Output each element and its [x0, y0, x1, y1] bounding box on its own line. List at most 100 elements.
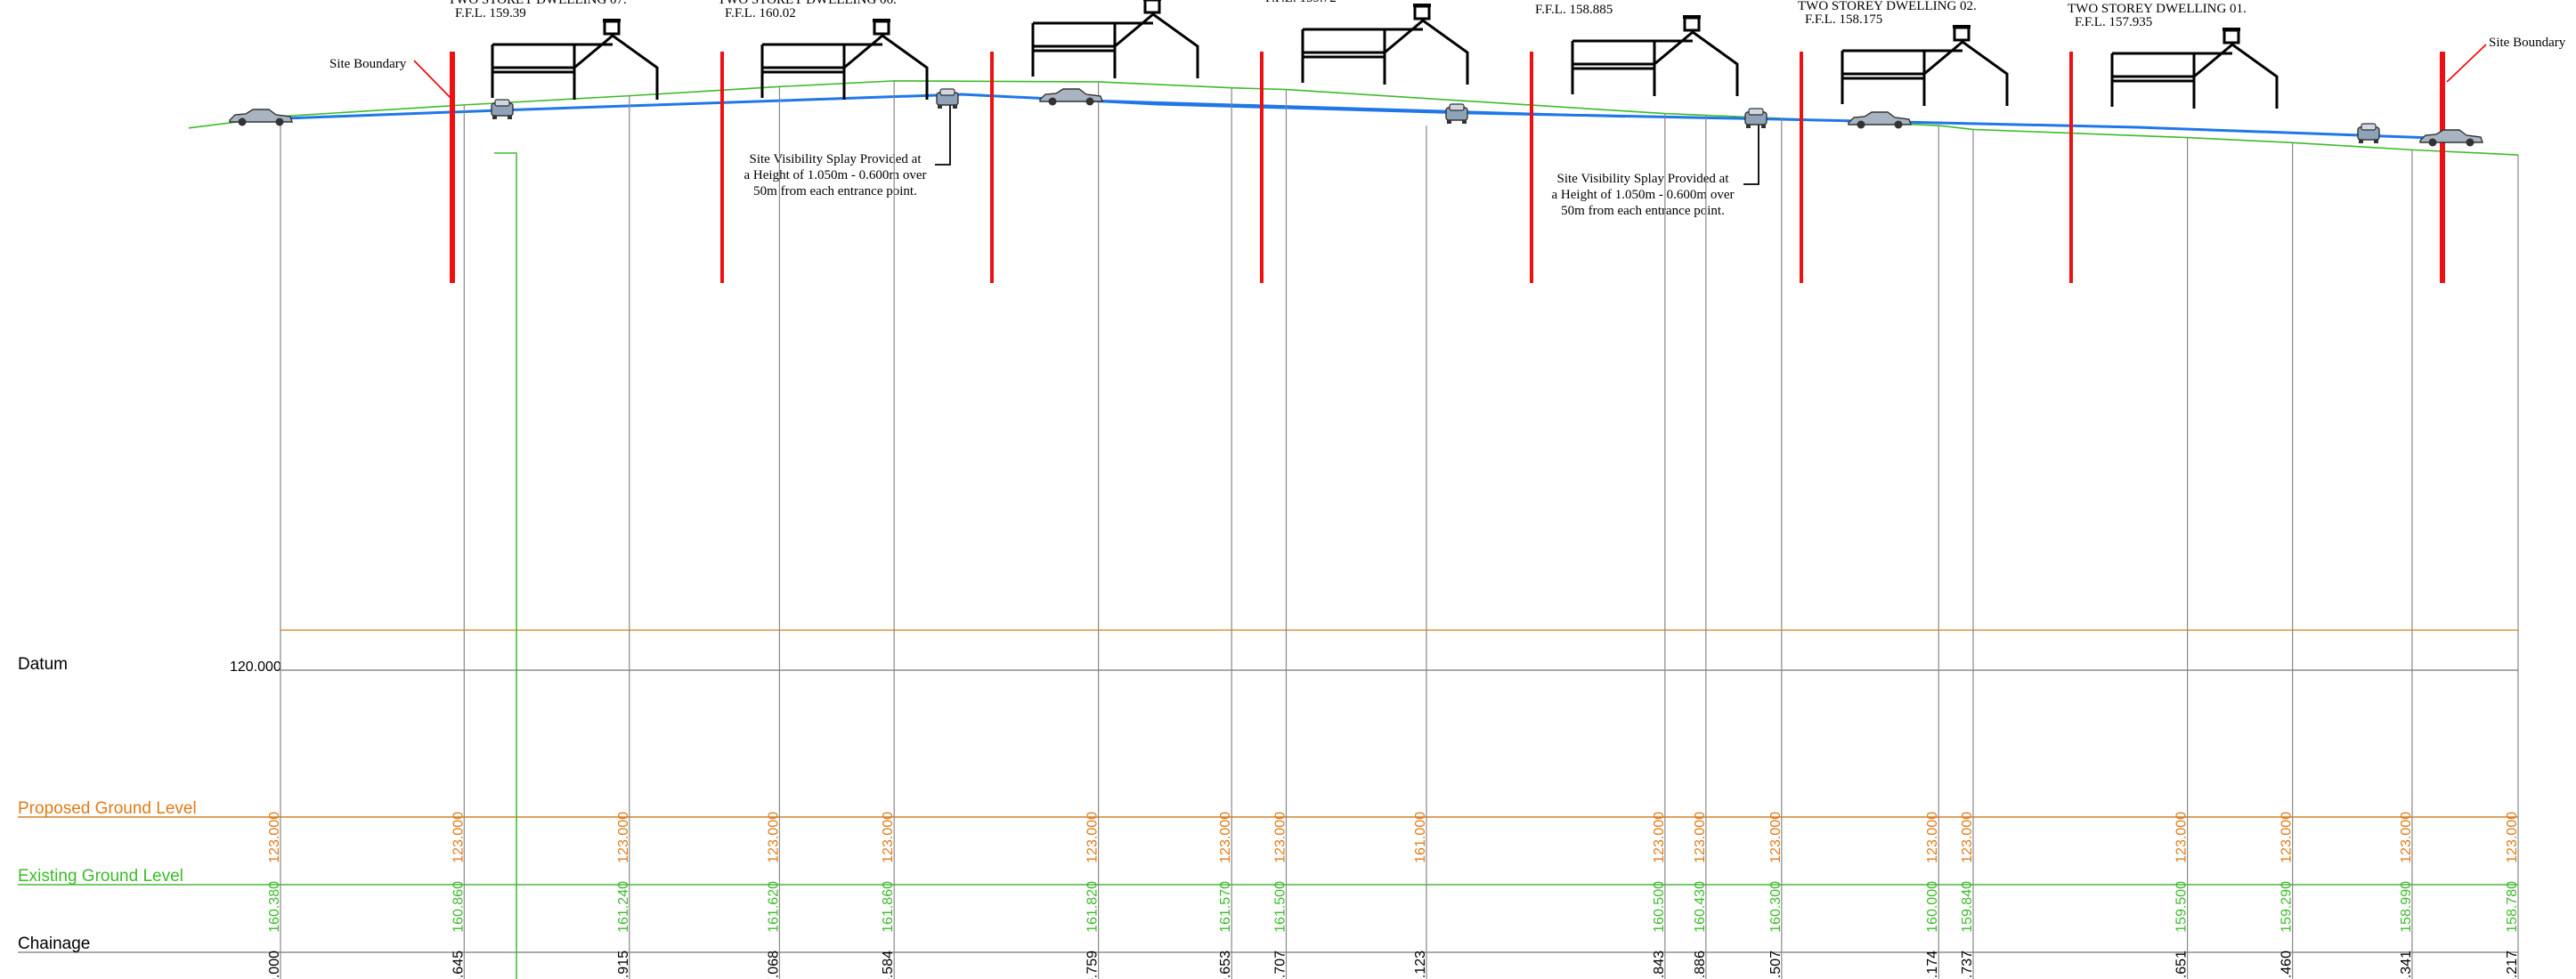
- site-green-return: [494, 152, 517, 979]
- existing-level-value: 160.380: [267, 881, 282, 933]
- proposed-level-value: 123.000: [616, 812, 631, 863]
- proposed-level-value: 123.000: [1960, 812, 1975, 863]
- proposed-level-value: 123.000: [2399, 812, 2414, 863]
- table-frame: [18, 669, 2518, 953]
- dwelling-roof: [1654, 30, 1739, 96]
- section-values-table: 0.000 160.380 123.000 13.645 160.860 123.000 2…: [267, 812, 2520, 979]
- chainage-value: 37.068: [766, 951, 781, 979]
- dwelling-elevation: TWO STOREY DWELLING 03.F.F.L. 158.885: [1528, 0, 1739, 96]
- site-boundary-left-label: Site Boundary: [329, 57, 407, 71]
- dwelling-ffl: F.F.L. 157.935: [2075, 15, 2152, 29]
- chainage-value: 13.645: [451, 951, 466, 979]
- chainage-value: 123.174: [1925, 951, 1940, 979]
- proposed-level-value: 123.000: [451, 812, 466, 863]
- proposed-level-value: 123.000: [1768, 812, 1784, 863]
- proposed-level-value: 123.000: [766, 812, 781, 863]
- dwelling-roof: [843, 34, 929, 100]
- existing-level-value: 160.000: [1925, 881, 1940, 933]
- proposed-level-value: 123.000: [1652, 812, 1667, 863]
- existing-level-value: 161.240: [616, 881, 631, 933]
- dwelling-elevation: TWO STOREY DWELLING 02.F.F.L. 158.175: [1798, 0, 2009, 106]
- proposed-level-value: 123.000: [2505, 812, 2520, 863]
- dwelling-roof: [1923, 40, 2009, 106]
- existing-level-value: 158.990: [2399, 881, 2414, 933]
- existing-ground-polyline: [188, 80, 2519, 156]
- chainage-value: 0.000: [267, 951, 282, 979]
- dwelling-title: TWO STOREY DWELLING 06.: [718, 0, 897, 7]
- existing-level-value: 160.860: [451, 881, 466, 933]
- chainage-value: 102.843: [1652, 951, 1667, 979]
- existing-level-value: 161.500: [1272, 881, 1288, 933]
- proposed-ground-level-label: Proposed Ground Level: [18, 799, 197, 818]
- dwelling-title: TWO STOREY DWELLING 03.: [1528, 0, 1707, 4]
- chainage-grid-lines: [280, 80, 2519, 979]
- existing-level-value: 160.300: [1768, 881, 1784, 933]
- proposed-level-value: 123.000: [2279, 812, 2295, 863]
- visibility-splay-note-2: Site Visibility Splay Provided at a Heig…: [1552, 125, 1759, 218]
- car-front-icon: [936, 88, 959, 109]
- proposed-level-value: 161.000: [1413, 812, 1428, 863]
- chainage-value: 158.341: [2399, 951, 2414, 979]
- dwelling-chimney-cap: [2223, 28, 2240, 31]
- dwelling-elevation: TWO STOREY DWELLING 07.F.F.L. 159.39: [448, 0, 659, 100]
- car-front-icon: [2357, 123, 2380, 143]
- dwelling-chimney-cap: [873, 19, 890, 22]
- chainage-value: 74.707: [1272, 951, 1288, 979]
- proposed-level-value: 123.000: [1272, 812, 1288, 863]
- car-side-icon: [2419, 129, 2483, 147]
- chainage-value: 70.653: [1218, 951, 1233, 979]
- dwelling-chimney-cap: [1143, 0, 1161, 1]
- existing-level-value: 160.500: [1652, 881, 1667, 933]
- existing-level-value: 161.570: [1218, 881, 1233, 933]
- chainage-value: 85.123: [1413, 951, 1428, 979]
- proposed-level-value: 123.000: [1085, 812, 1101, 863]
- dwelling-title: TWO STOREY DWELLING 07.: [448, 0, 627, 7]
- existing-level-value: 160.430: [1693, 881, 1708, 933]
- dwelling-chimney: [1143, 0, 1161, 14]
- dwelling-elevation: TWO STOREY DWELLING 01.F.F.L. 157.935: [2068, 2, 2279, 109]
- dwelling-chimney: [2223, 28, 2240, 44]
- car-side-icon: [229, 109, 293, 126]
- chainage-value: 25.915: [616, 951, 631, 979]
- road-secondary-line: [1094, 99, 1626, 118]
- existing-ground-line: [188, 80, 2519, 156]
- dwelling-roof: [573, 34, 659, 100]
- proposed-level-value: 123.000: [1218, 812, 1233, 863]
- site-boundary-right-leader: [2446, 44, 2487, 83]
- dwelling-chimney: [1683, 16, 1701, 32]
- site-boundary-right-label: Site Boundary: [2489, 36, 2566, 50]
- dwelling-chimney: [1953, 26, 1971, 42]
- plot-boundaries: [450, 52, 2445, 283]
- vehicles-layer: [229, 88, 2483, 147]
- dwelling-elevation: TWO STOREY DWELLING 05.F.F.L. 160.13: [1031, 0, 1199, 78]
- car-front-icon: [491, 99, 514, 119]
- dwelling-ffl: F.F.L. 160.02: [725, 6, 796, 20]
- proposed-level-value: 123.000: [881, 812, 896, 863]
- dwelling-roof: [1114, 12, 1199, 78]
- visibility-splay-note-1: Site Visibility Splay Provided at a Heig…: [744, 105, 951, 198]
- site-boundary-left-leader: [413, 60, 453, 101]
- chainage-value: 105.886: [1693, 951, 1708, 979]
- dwelling-ffl: F.F.L. 159.39: [455, 6, 526, 20]
- car-front-icon: [1744, 108, 1767, 128]
- dwelling-chimney-cap: [1953, 25, 1971, 28]
- proposed-level-value: 123.000: [2174, 812, 2190, 863]
- dwelling-elevation: TWO STOREY DWELLING 06.F.F.L. 160.02: [718, 0, 929, 100]
- svg-text:50m from each entrance point.: 50m from each entrance point.: [1561, 204, 1725, 218]
- dwelling-chimney: [873, 20, 890, 36]
- dwelling-chimney-cap: [1413, 4, 1431, 7]
- dwelling-ffl: F.F.L. 158.885: [1535, 3, 1613, 17]
- chainage-value: 60.759: [1085, 951, 1101, 979]
- proposed-level-value: 123.000: [1925, 812, 1940, 863]
- dwelling-chimney-cap: [1683, 15, 1701, 19]
- chainage-label: Chainage: [18, 934, 90, 953]
- car-front-icon: [1445, 103, 1468, 124]
- datum-label: Datum: [18, 655, 68, 674]
- existing-level-value: 161.820: [1085, 881, 1101, 933]
- chainage-value: 141.651: [2174, 951, 2190, 979]
- car-side-icon: [1039, 88, 1103, 106]
- chainage-value: 45.584: [881, 951, 896, 979]
- existing-level-value: 158.780: [2505, 881, 2520, 933]
- chainage-value: 125.737: [1960, 951, 1975, 979]
- svg-text:50m from each entrance point.: 50m from each entrance point.: [753, 184, 917, 198]
